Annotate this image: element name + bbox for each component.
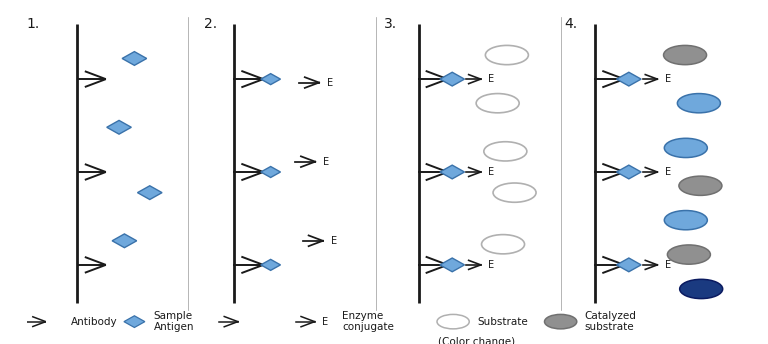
- Circle shape: [484, 142, 527, 161]
- Text: E: E: [665, 260, 671, 270]
- Polygon shape: [261, 259, 280, 270]
- Circle shape: [664, 45, 707, 65]
- Text: E: E: [488, 260, 495, 270]
- Text: Catalyzed: Catalyzed: [584, 311, 637, 321]
- Circle shape: [476, 94, 519, 113]
- Text: Antigen: Antigen: [154, 322, 194, 332]
- Circle shape: [667, 245, 710, 264]
- Circle shape: [493, 183, 536, 202]
- Text: E: E: [323, 316, 329, 327]
- Circle shape: [437, 314, 469, 329]
- Polygon shape: [617, 72, 641, 86]
- Text: E: E: [326, 77, 333, 88]
- Polygon shape: [440, 72, 465, 86]
- Circle shape: [664, 211, 707, 230]
- Circle shape: [680, 279, 723, 299]
- Text: E: E: [665, 74, 671, 84]
- Polygon shape: [112, 234, 137, 248]
- Text: E: E: [665, 167, 671, 177]
- Polygon shape: [261, 166, 280, 178]
- Circle shape: [485, 45, 528, 65]
- Text: conjugate: conjugate: [343, 322, 394, 332]
- Polygon shape: [440, 258, 465, 272]
- Text: Antibody: Antibody: [71, 316, 118, 327]
- Circle shape: [664, 138, 707, 158]
- Text: E: E: [488, 167, 495, 177]
- Polygon shape: [124, 316, 145, 327]
- Text: E: E: [323, 157, 329, 167]
- Text: 2.: 2.: [204, 17, 217, 31]
- Text: Substrate: Substrate: [477, 316, 528, 327]
- Circle shape: [677, 94, 720, 113]
- Text: E: E: [488, 74, 495, 84]
- Text: 1.: 1.: [27, 17, 40, 31]
- Text: 4.: 4.: [564, 17, 578, 31]
- Circle shape: [545, 314, 577, 329]
- Text: 3.: 3.: [384, 17, 397, 31]
- Polygon shape: [261, 74, 280, 85]
- Text: substrate: substrate: [584, 322, 634, 332]
- Polygon shape: [107, 120, 131, 134]
- Polygon shape: [617, 258, 641, 272]
- Polygon shape: [617, 165, 641, 179]
- Circle shape: [482, 235, 525, 254]
- Circle shape: [679, 176, 722, 195]
- Text: Enzyme: Enzyme: [343, 311, 384, 321]
- Polygon shape: [137, 186, 162, 200]
- Polygon shape: [122, 52, 147, 65]
- Text: E: E: [330, 236, 336, 246]
- Text: (Color change): (Color change): [438, 337, 515, 344]
- Text: Sample: Sample: [154, 311, 193, 321]
- Polygon shape: [440, 165, 465, 179]
